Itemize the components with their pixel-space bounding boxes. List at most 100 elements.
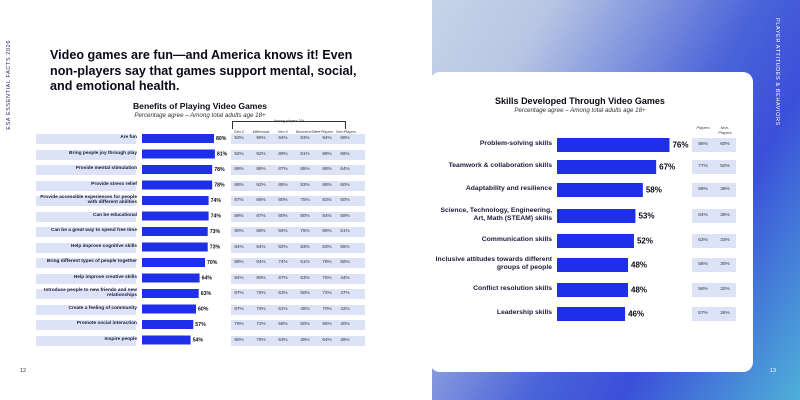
right-table-cell: 30% bbox=[720, 261, 730, 267]
left-row-label: Bring different types of people together bbox=[46, 259, 137, 265]
left-table-cell: 66% bbox=[340, 150, 350, 156]
left-bar bbox=[142, 335, 191, 345]
left-row-band bbox=[36, 320, 136, 330]
left-col-header: Millennials bbox=[252, 130, 270, 134]
right-table-band bbox=[692, 307, 736, 321]
left-row-band bbox=[36, 258, 136, 268]
right-table-cell: 57% bbox=[698, 310, 708, 316]
left-table-cell: 53% bbox=[278, 336, 288, 342]
left-table-cell: 92% bbox=[256, 181, 266, 187]
headline: Video games are fun—and America knows it… bbox=[50, 48, 357, 93]
left-table-cell: 36% bbox=[340, 336, 350, 342]
left-row-label: Promote social interaction bbox=[76, 321, 137, 327]
left-table-cell: 87% bbox=[234, 197, 244, 203]
right-row-label: Conflict resolution skills bbox=[473, 285, 552, 292]
left-bar-value-label: 60% bbox=[198, 307, 209, 313]
right-bar bbox=[557, 283, 629, 297]
right-table-band bbox=[692, 209, 736, 223]
left-row-label: Help improve creative skills bbox=[73, 274, 137, 280]
left-bar-value-label: 78% bbox=[214, 183, 225, 189]
left-table-cell: 90% bbox=[234, 228, 244, 234]
left-chart-subtitle: Percentage agree – Among total adults ag… bbox=[134, 112, 266, 119]
left-bar bbox=[142, 258, 205, 267]
left-table-cell: 92% bbox=[256, 150, 266, 156]
left-table-band bbox=[231, 289, 365, 299]
left-table-cell: 50% bbox=[300, 290, 310, 296]
left-bar bbox=[142, 227, 208, 236]
left-col-header: Players bbox=[321, 130, 333, 134]
left-chart-title: Benefits of Playing Video Games bbox=[132, 101, 268, 111]
left-table-band bbox=[231, 335, 365, 346]
left-table-cell: 58% bbox=[340, 212, 350, 218]
left-bar bbox=[142, 273, 200, 283]
left-bar bbox=[142, 320, 194, 329]
left-bar-value-label: 57% bbox=[195, 322, 206, 328]
left-table-cell: 68% bbox=[340, 135, 350, 141]
left-table-cell: 93% bbox=[300, 135, 310, 141]
left-table-cell: 56% bbox=[340, 259, 350, 265]
left-table-band bbox=[231, 196, 365, 206]
left-table-cell: 83% bbox=[300, 243, 310, 249]
left-table-cell: 94% bbox=[322, 135, 332, 141]
right-bar-value-label: 58% bbox=[646, 186, 662, 195]
left-table-cell: 64% bbox=[340, 166, 350, 172]
left-table-cell: 84% bbox=[322, 212, 332, 218]
right-table-cell: 58% bbox=[698, 261, 708, 267]
right-row-label: Problem-solving skills bbox=[479, 140, 552, 147]
right-bar bbox=[557, 138, 670, 152]
right-bar bbox=[557, 307, 626, 321]
left-table-cell: 93% bbox=[234, 135, 244, 141]
right-table-cell: 63% bbox=[698, 237, 708, 243]
group-header-bracket: Among players 18+ bbox=[232, 119, 346, 129]
left-row-band bbox=[36, 165, 136, 175]
left-table-cell: 38% bbox=[300, 336, 310, 342]
left-col-header: Non-Players bbox=[336, 130, 356, 134]
right-table-cell: 77% bbox=[698, 163, 708, 169]
left-table-cell: 83% bbox=[322, 243, 332, 249]
left-row-band bbox=[36, 180, 136, 191]
right-row-label: Leadership skills bbox=[496, 309, 552, 316]
left-table-cell: 51% bbox=[340, 228, 350, 234]
left-table-cell: 79% bbox=[256, 305, 266, 311]
right-row-label: Communication skills bbox=[481, 236, 552, 243]
left-bar bbox=[142, 196, 209, 205]
right-table-band bbox=[692, 234, 736, 248]
left-row-band bbox=[36, 227, 136, 237]
left-table-cell: 80% bbox=[278, 197, 288, 203]
left-table-cell: 72% bbox=[256, 321, 266, 327]
left-table-cell: 80% bbox=[278, 212, 288, 218]
right-table-cell: 32% bbox=[720, 286, 730, 292]
right-table-band bbox=[692, 138, 736, 152]
left-bar bbox=[142, 304, 196, 314]
left-row-label: Provide mental stimulation bbox=[75, 166, 137, 172]
left-bar-value-label: 78% bbox=[214, 167, 225, 173]
left-row-band bbox=[36, 196, 136, 206]
left-table-cell: 60% bbox=[340, 181, 350, 187]
left-bar bbox=[142, 289, 199, 298]
right-table-cell: 50% bbox=[720, 163, 730, 169]
left-row-label: Are fun bbox=[120, 135, 137, 141]
left-table-band bbox=[231, 320, 365, 330]
left-table-band bbox=[231, 211, 365, 222]
left-table-band bbox=[231, 258, 365, 268]
left-table-cell: 87% bbox=[234, 305, 244, 311]
page-number-left: 12 bbox=[20, 368, 27, 374]
right-table-cell: 33% bbox=[720, 237, 730, 243]
left-col-header: Gen Z bbox=[234, 130, 244, 134]
right-table-cell: 64% bbox=[698, 212, 708, 218]
left-table-cell: 84% bbox=[234, 274, 244, 280]
left-row-label: Inspire people bbox=[104, 336, 137, 342]
left-row-band bbox=[36, 242, 136, 253]
right-bar-svg: 76% 67% 58% 53% 52% 48% 48% 46% bbox=[557, 138, 688, 321]
right-bar bbox=[557, 209, 636, 223]
right-table-band bbox=[692, 258, 736, 272]
left-row-label: Create a feeling of community bbox=[68, 305, 137, 311]
left-bar-value-label: 70% bbox=[207, 260, 218, 266]
left-table-cell: 85% bbox=[300, 166, 310, 172]
right-bar bbox=[557, 160, 657, 174]
left-bar-value-label: 73% bbox=[210, 229, 221, 235]
left-table-cell: 74% bbox=[278, 259, 288, 265]
right-table-band bbox=[692, 160, 736, 174]
right-bar-value-label: 76% bbox=[672, 141, 688, 150]
left-bar-value-label: 64% bbox=[202, 276, 213, 282]
